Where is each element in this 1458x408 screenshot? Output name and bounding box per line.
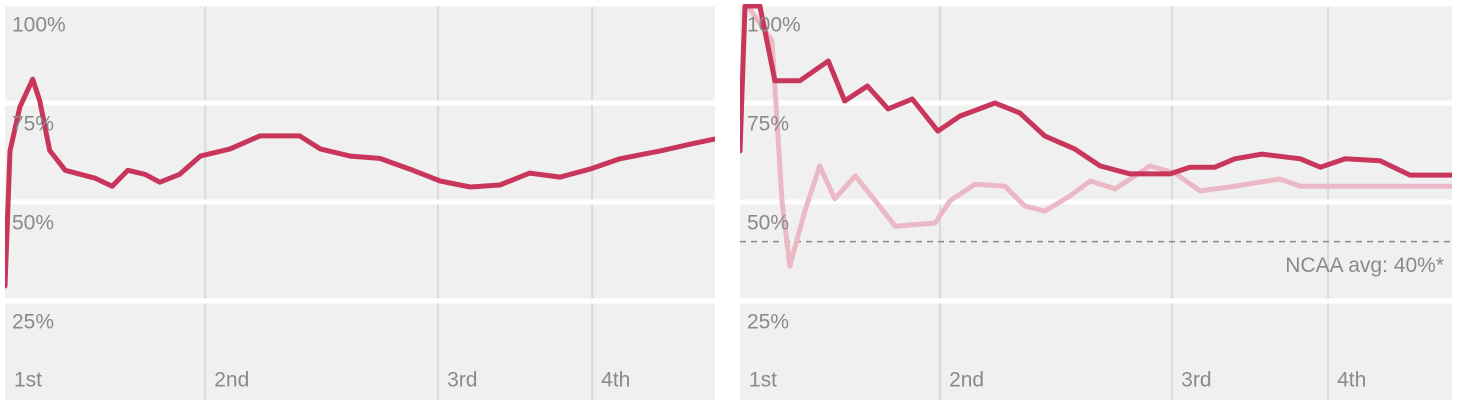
- x-tick-label: 4th: [1337, 369, 1366, 392]
- y-tick-label: 75%: [747, 113, 789, 136]
- y-tick-label: 50%: [12, 212, 54, 235]
- x-tick-label: 1st: [749, 369, 777, 392]
- y-tick-label: 50%: [747, 212, 789, 235]
- reference-label: NCAA avg: 40%*: [1285, 254, 1444, 277]
- x-tick-label: 3rd: [447, 369, 477, 392]
- x-tick-label: 3rd: [1181, 369, 1211, 392]
- chart-panel: 1st 2nd 3rd 4th NCAA avg: 40%* 25% 50% 75% 100%: [740, 1, 1452, 400]
- x-tick-label: 4th: [601, 369, 630, 392]
- y-tick-label: 100%: [747, 14, 801, 37]
- data-line: [5, 76, 715, 289]
- y-tick-label: 100%: [12, 14, 66, 37]
- data-line: [740, 4, 1452, 178]
- x-tick-label: 2nd: [214, 369, 249, 392]
- x-tick-label: 2nd: [949, 369, 984, 392]
- x-tick-label: 1st: [14, 369, 42, 392]
- y-tick-label: 75%: [12, 113, 54, 136]
- y-tick-label: 25%: [747, 311, 789, 334]
- chart-panel: 1st 2nd 3rd 4th 25% 50% 75% 100%: [5, 1, 715, 400]
- data-line: [745, 4, 1452, 269]
- y-tick-label: 25%: [12, 311, 54, 334]
